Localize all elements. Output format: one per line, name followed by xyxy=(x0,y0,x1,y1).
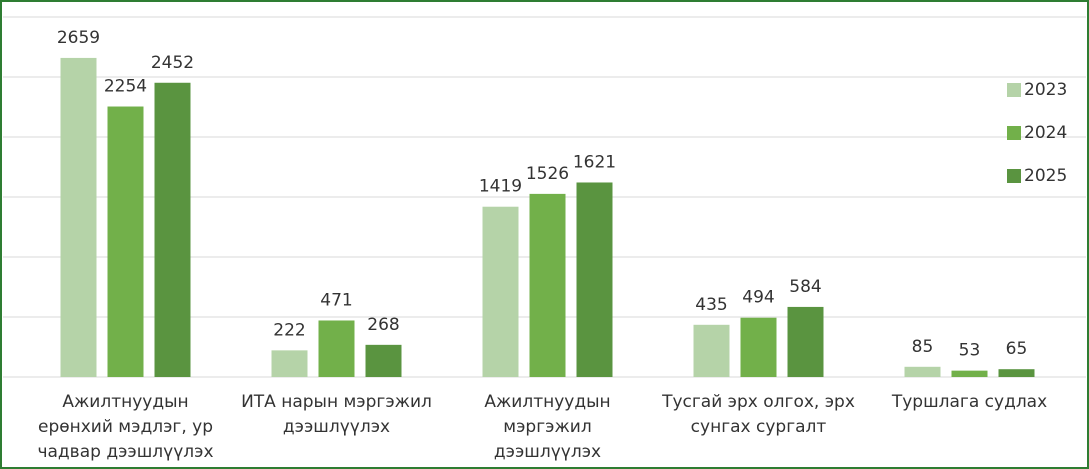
data-label: 53 xyxy=(959,341,981,361)
bar xyxy=(154,82,191,377)
data-label: 494 xyxy=(742,288,774,308)
bar xyxy=(107,106,144,378)
legend-label: 2024 xyxy=(1024,123,1067,143)
legend-label: 2025 xyxy=(1024,166,1067,186)
data-label: 435 xyxy=(695,295,727,315)
data-label: 1419 xyxy=(479,177,522,197)
data-label: 222 xyxy=(273,320,305,340)
bar xyxy=(60,57,97,378)
bar xyxy=(904,366,941,377)
data-label: 1526 xyxy=(526,164,569,184)
data-label: 471 xyxy=(320,290,352,310)
bar xyxy=(740,317,777,377)
x-tick-label: Туршлага судлах xyxy=(891,392,1048,412)
x-tick-label: ИТА нарын мэргэжил дээшлүүлэх xyxy=(241,392,432,437)
legend-label: 2023 xyxy=(1024,80,1067,100)
data-label: 584 xyxy=(789,277,821,297)
bar xyxy=(529,193,566,377)
data-label: 85 xyxy=(912,337,934,357)
data-label: 2452 xyxy=(151,53,194,73)
bar xyxy=(576,182,613,377)
legend-swatch xyxy=(1007,83,1021,97)
bar xyxy=(998,369,1035,377)
bar xyxy=(787,306,824,377)
data-label: 268 xyxy=(367,315,399,335)
bar xyxy=(482,206,519,377)
x-tick-label: Ажилтнуудын мэргэжил дээшлүүлэх xyxy=(484,392,611,462)
data-label: 2254 xyxy=(104,77,147,97)
x-tick-label: Ажилтнуудын ерөнхий мэдлэг, ур чадвар дэ… xyxy=(37,392,214,462)
x-tick-label: Тусгай эрх олгох, эрх сунгах сургалт xyxy=(662,392,855,437)
bar xyxy=(693,324,730,377)
bar xyxy=(951,370,988,377)
bar xyxy=(365,344,402,377)
bar xyxy=(271,350,308,377)
legend-swatch xyxy=(1007,169,1021,183)
data-label: 65 xyxy=(1006,339,1028,359)
bar xyxy=(318,320,355,377)
data-label: 1621 xyxy=(573,152,616,172)
data-label: 2659 xyxy=(57,28,100,48)
legend-swatch xyxy=(1007,126,1021,140)
